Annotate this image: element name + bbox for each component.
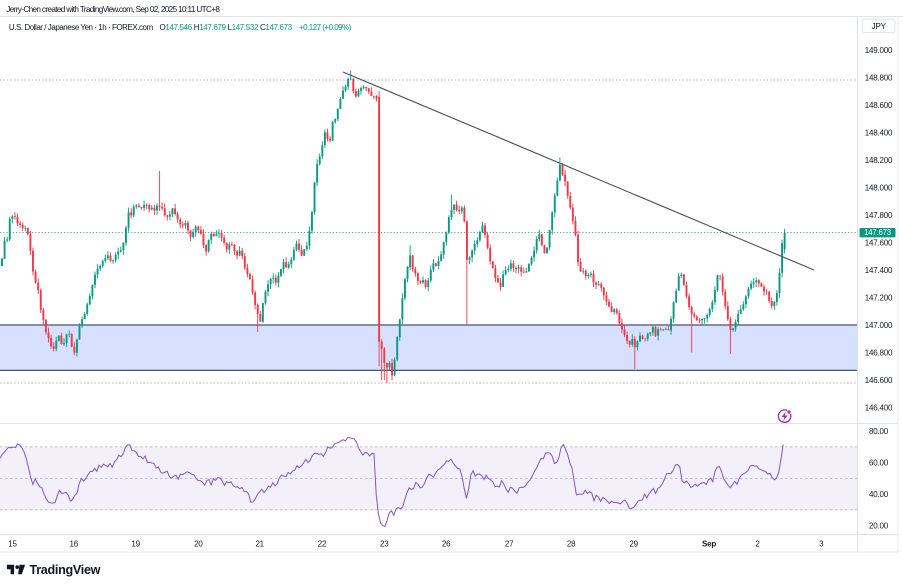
svg-text:20: 20 [194,540,203,549]
svg-text:+0.127 (+0.09%): +0.127 (+0.09%) [299,23,352,32]
svg-text:28: 28 [567,540,576,549]
svg-text:147.600: 147.600 [865,238,893,247]
svg-text:40.00: 40.00 [869,490,889,499]
svg-text:16: 16 [70,540,79,549]
svg-text:23: 23 [380,540,389,549]
svg-text:19: 19 [131,540,140,549]
svg-text:146.400: 146.400 [865,403,893,412]
svg-text:21: 21 [255,540,264,549]
svg-text:148.000: 148.000 [865,183,893,192]
svg-text:148.600: 148.600 [865,101,893,110]
svg-text:22: 22 [318,540,327,549]
svg-text:147.673: 147.673 [864,228,891,237]
svg-text:149.000: 149.000 [865,46,893,55]
svg-text:26: 26 [442,540,451,549]
svg-text:80.00: 80.00 [869,427,889,436]
svg-text:146.600: 146.600 [865,376,893,385]
svg-text:148.400: 148.400 [865,128,893,137]
svg-text:148.800: 148.800 [865,73,893,82]
svg-text:27: 27 [505,540,514,549]
svg-text:147.800: 147.800 [865,211,893,220]
svg-text:146.800: 146.800 [865,348,893,357]
svg-text:2: 2 [755,540,760,549]
svg-text:20.00: 20.00 [869,522,889,531]
svg-text:147.000: 147.000 [865,321,893,330]
svg-text:3: 3 [819,540,824,549]
svg-text:29: 29 [629,540,638,549]
svg-text:Sep: Sep [702,540,716,549]
svg-text:JPY: JPY [872,22,887,31]
svg-text:Jerry-Chen created with Tradin: Jerry-Chen created with TradingView.com,… [6,5,220,14]
svg-text:147.400: 147.400 [865,266,893,275]
svg-text:O147.546 H147.679 L147.532: O147.546 H147.679 L147.532 C147.673 [160,23,293,32]
svg-text:148.200: 148.200 [865,156,893,165]
svg-text:147.200: 147.200 [865,293,893,302]
svg-text:TradingView: TradingView [30,563,101,577]
svg-text:60.00: 60.00 [869,459,889,468]
svg-text:15: 15 [8,540,17,549]
svg-text:U.S. Dollar / Japanese Yen · 1: U.S. Dollar / Japanese Yen · 1h · FOREX.… [9,23,154,32]
